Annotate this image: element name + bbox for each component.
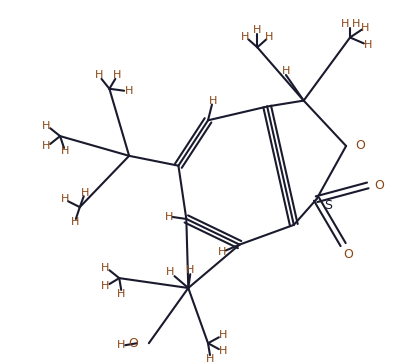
Text: H: H [352, 19, 360, 29]
Text: H: H [341, 19, 349, 29]
Text: H: H [42, 121, 51, 131]
Text: H: H [81, 188, 89, 198]
Text: H: H [101, 281, 110, 291]
Text: H: H [364, 40, 372, 50]
Text: H: H [125, 86, 133, 96]
Text: H: H [42, 141, 51, 151]
Text: O: O [355, 139, 365, 153]
Text: H: H [117, 340, 125, 350]
Text: H: H [71, 217, 79, 227]
Text: H: H [219, 346, 227, 356]
Text: H: H [209, 96, 217, 106]
Text: H: H [186, 265, 194, 275]
Text: H: H [282, 66, 290, 76]
Text: S: S [324, 199, 332, 211]
Text: H: H [265, 32, 273, 43]
Text: H: H [61, 146, 69, 156]
Text: O: O [375, 179, 385, 192]
Text: O: O [343, 248, 353, 261]
Text: H: H [219, 330, 227, 340]
Text: H: H [241, 32, 250, 43]
Text: H: H [206, 354, 214, 364]
Text: H: H [101, 263, 110, 273]
Text: H: H [61, 194, 69, 204]
Text: H: H [164, 212, 173, 222]
Text: H: H [117, 289, 125, 299]
Text: H: H [166, 267, 175, 277]
Text: H: H [253, 25, 262, 35]
Text: O: O [128, 337, 138, 350]
Text: H: H [218, 248, 226, 257]
Text: H: H [113, 70, 122, 80]
Text: H: H [361, 23, 369, 33]
Text: H: H [95, 70, 104, 80]
